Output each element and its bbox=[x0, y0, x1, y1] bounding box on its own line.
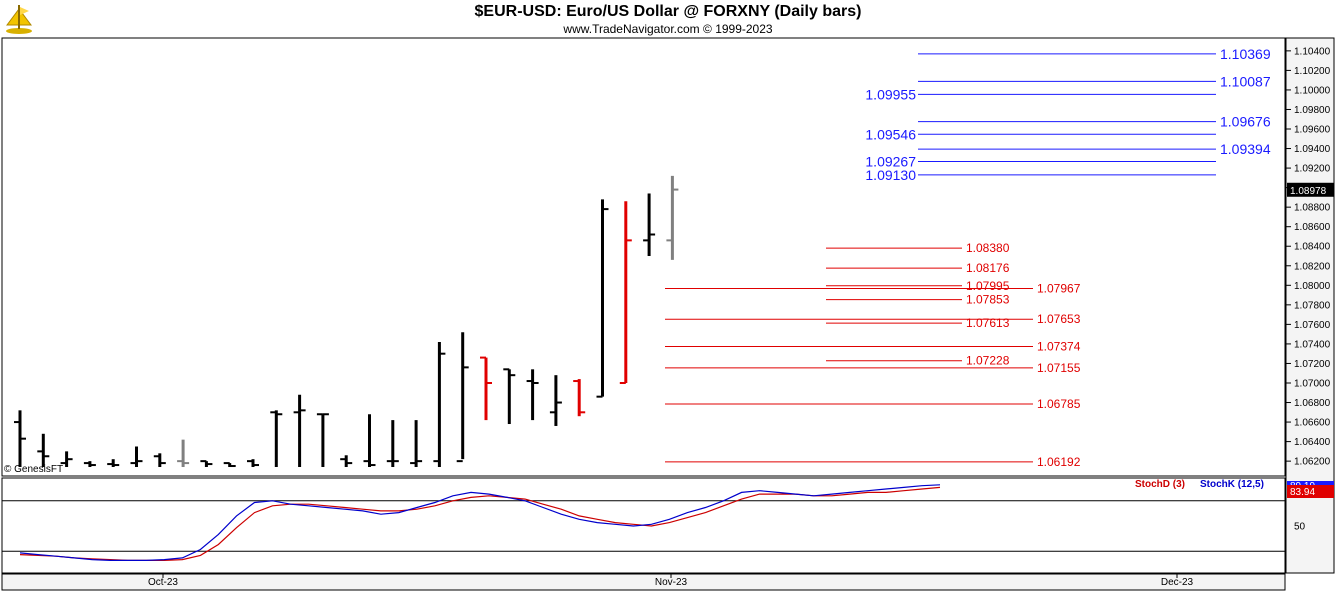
y-axis-tick-label: 1.06400 bbox=[1294, 437, 1331, 448]
price-bar bbox=[526, 369, 539, 421]
blue-level-label: 1.09546 bbox=[865, 126, 916, 142]
y-axis-tick-label: 1.07400 bbox=[1294, 339, 1331, 350]
stoch-k-line bbox=[19, 484, 941, 562]
price-bar bbox=[456, 332, 469, 463]
stoch-d-legend: StochD (3) bbox=[1135, 479, 1185, 490]
y-axis-tick-label: 1.09800 bbox=[1294, 105, 1331, 116]
red-level-label: 1.07155 bbox=[1037, 361, 1081, 375]
y-axis-tick-label: 1.06800 bbox=[1294, 398, 1331, 409]
x-axis-tick-label: Nov-23 bbox=[655, 577, 688, 588]
price-bar bbox=[153, 453, 166, 467]
axis-layer: 1.10400 1.10200 1.10000 1.09800 1.09600 1.094… bbox=[148, 46, 1334, 588]
y-axis-tick-label: 1.10000 bbox=[1294, 85, 1331, 96]
red-level-label: 1.08380 bbox=[966, 241, 1010, 255]
price-bar bbox=[130, 446, 143, 467]
price-bar bbox=[14, 410, 26, 467]
red-level-label: 1.07967 bbox=[1037, 282, 1081, 296]
stoch-d-line bbox=[19, 486, 941, 562]
stoch-k-legend: StochK (12,5) bbox=[1200, 479, 1264, 490]
price-bar bbox=[643, 193, 656, 256]
red-level-label: 1.06785 bbox=[1037, 397, 1081, 411]
red-level-label: 1.07853 bbox=[966, 293, 1010, 307]
price-bar bbox=[37, 433, 50, 467]
price-bar bbox=[177, 439, 190, 467]
y-axis-tick-label: 1.06200 bbox=[1294, 457, 1331, 468]
stoch-d-value: 83.94 bbox=[1290, 487, 1315, 498]
price-bar bbox=[83, 461, 96, 467]
x-axis-tick-label: Dec-23 bbox=[1161, 577, 1194, 588]
price-bar bbox=[270, 410, 283, 467]
price-bar bbox=[433, 341, 446, 467]
price-bar bbox=[60, 451, 73, 467]
red-level-label: 1.07653 bbox=[1037, 312, 1081, 326]
price-bar bbox=[573, 379, 586, 417]
blue-level-label: 1.09267 bbox=[865, 154, 916, 170]
stochastic-layer: StochD (3) StochK (12,5) bbox=[2, 479, 1285, 562]
stoch-d-value-tag bbox=[1287, 485, 1334, 498]
x-axis-panel bbox=[1, 573, 1286, 591]
price-bar bbox=[200, 460, 213, 467]
price-bar bbox=[316, 413, 329, 467]
blue-level-label: 1.09394 bbox=[1220, 141, 1271, 157]
price-bar bbox=[247, 459, 259, 467]
trade-navigator-logo-icon bbox=[3, 3, 35, 35]
x-axis-tick-label: Oct-23 bbox=[148, 577, 178, 588]
price-bar bbox=[386, 420, 399, 467]
chart-title: $EUR-USD: Euro/US Dollar @ FORXNY (Daily… bbox=[474, 3, 862, 20]
stochastic-tick-label: 50 bbox=[1294, 522, 1306, 533]
y-axis-tick-label: 1.08800 bbox=[1294, 203, 1331, 214]
y-axis-tick-label: 1.08600 bbox=[1294, 222, 1331, 233]
y-axis-tick-label: 1.08400 bbox=[1294, 242, 1331, 253]
blue-level-label: 1.09130 bbox=[865, 167, 916, 183]
red-level-label: 1.08176 bbox=[966, 261, 1010, 275]
red-level-label: 1.06192 bbox=[1037, 455, 1081, 469]
red-level-label: 1.07374 bbox=[1037, 339, 1081, 353]
blue-level-label: 1.09955 bbox=[865, 86, 916, 102]
price-bar bbox=[666, 175, 679, 260]
y-axis-tick-label: 1.07000 bbox=[1294, 378, 1331, 389]
last-price-label: 1.08978 bbox=[1290, 186, 1327, 197]
y-axis-tick-label: 1.07600 bbox=[1294, 320, 1331, 331]
chart-subtitle: www.TradeNavigator.com © 1999-2023 bbox=[563, 22, 773, 36]
y-axis-tick-label: 1.06600 bbox=[1294, 418, 1331, 429]
price-layer: 1.10369 1.10087 1.09955 1.09676 1.09546 1.093… bbox=[14, 46, 1271, 469]
y-axis-tick-label: 1.08000 bbox=[1294, 281, 1331, 292]
y-axis-tick-label: 1.09400 bbox=[1294, 144, 1331, 155]
price-bar bbox=[363, 414, 376, 467]
copyright-mark: © GenesisFT bbox=[4, 464, 63, 475]
chart-header: $EUR-USD: Euro/US Dollar @ FORXNY (Daily… bbox=[0, 0, 1336, 38]
price-bar bbox=[596, 199, 609, 398]
price-bar bbox=[619, 201, 632, 384]
price-bar bbox=[293, 394, 306, 467]
y-axis-tick-label: 1.07200 bbox=[1294, 359, 1331, 370]
blue-level-label: 1.10087 bbox=[1220, 73, 1271, 89]
y-axis-tick-label: 1.07800 bbox=[1294, 300, 1331, 311]
blue-level-label: 1.10369 bbox=[1220, 46, 1271, 62]
red-level-label: 1.07613 bbox=[966, 316, 1010, 330]
price-bar bbox=[480, 356, 492, 421]
price-bar bbox=[223, 462, 236, 468]
price-panel bbox=[1, 37, 1286, 477]
price-bar bbox=[107, 459, 120, 467]
y-axis-tick-label: 1.09200 bbox=[1294, 164, 1331, 175]
last-price-tag bbox=[1287, 182, 1334, 197]
price-bar bbox=[503, 368, 516, 425]
y-axis-tick-label: 1.10400 bbox=[1294, 46, 1331, 57]
price-bar bbox=[410, 420, 423, 467]
red-level-label: 1.07995 bbox=[966, 279, 1010, 293]
y-axis-tick-label: 1.08200 bbox=[1294, 261, 1331, 272]
y-axis-tick-label: 1.09600 bbox=[1294, 125, 1331, 136]
y-axis-tick-label: 1.10200 bbox=[1294, 66, 1331, 77]
blue-level-label: 1.09676 bbox=[1220, 114, 1271, 130]
red-level-label: 1.07228 bbox=[966, 354, 1010, 368]
price-bar bbox=[549, 375, 562, 426]
price-bar bbox=[340, 455, 353, 467]
